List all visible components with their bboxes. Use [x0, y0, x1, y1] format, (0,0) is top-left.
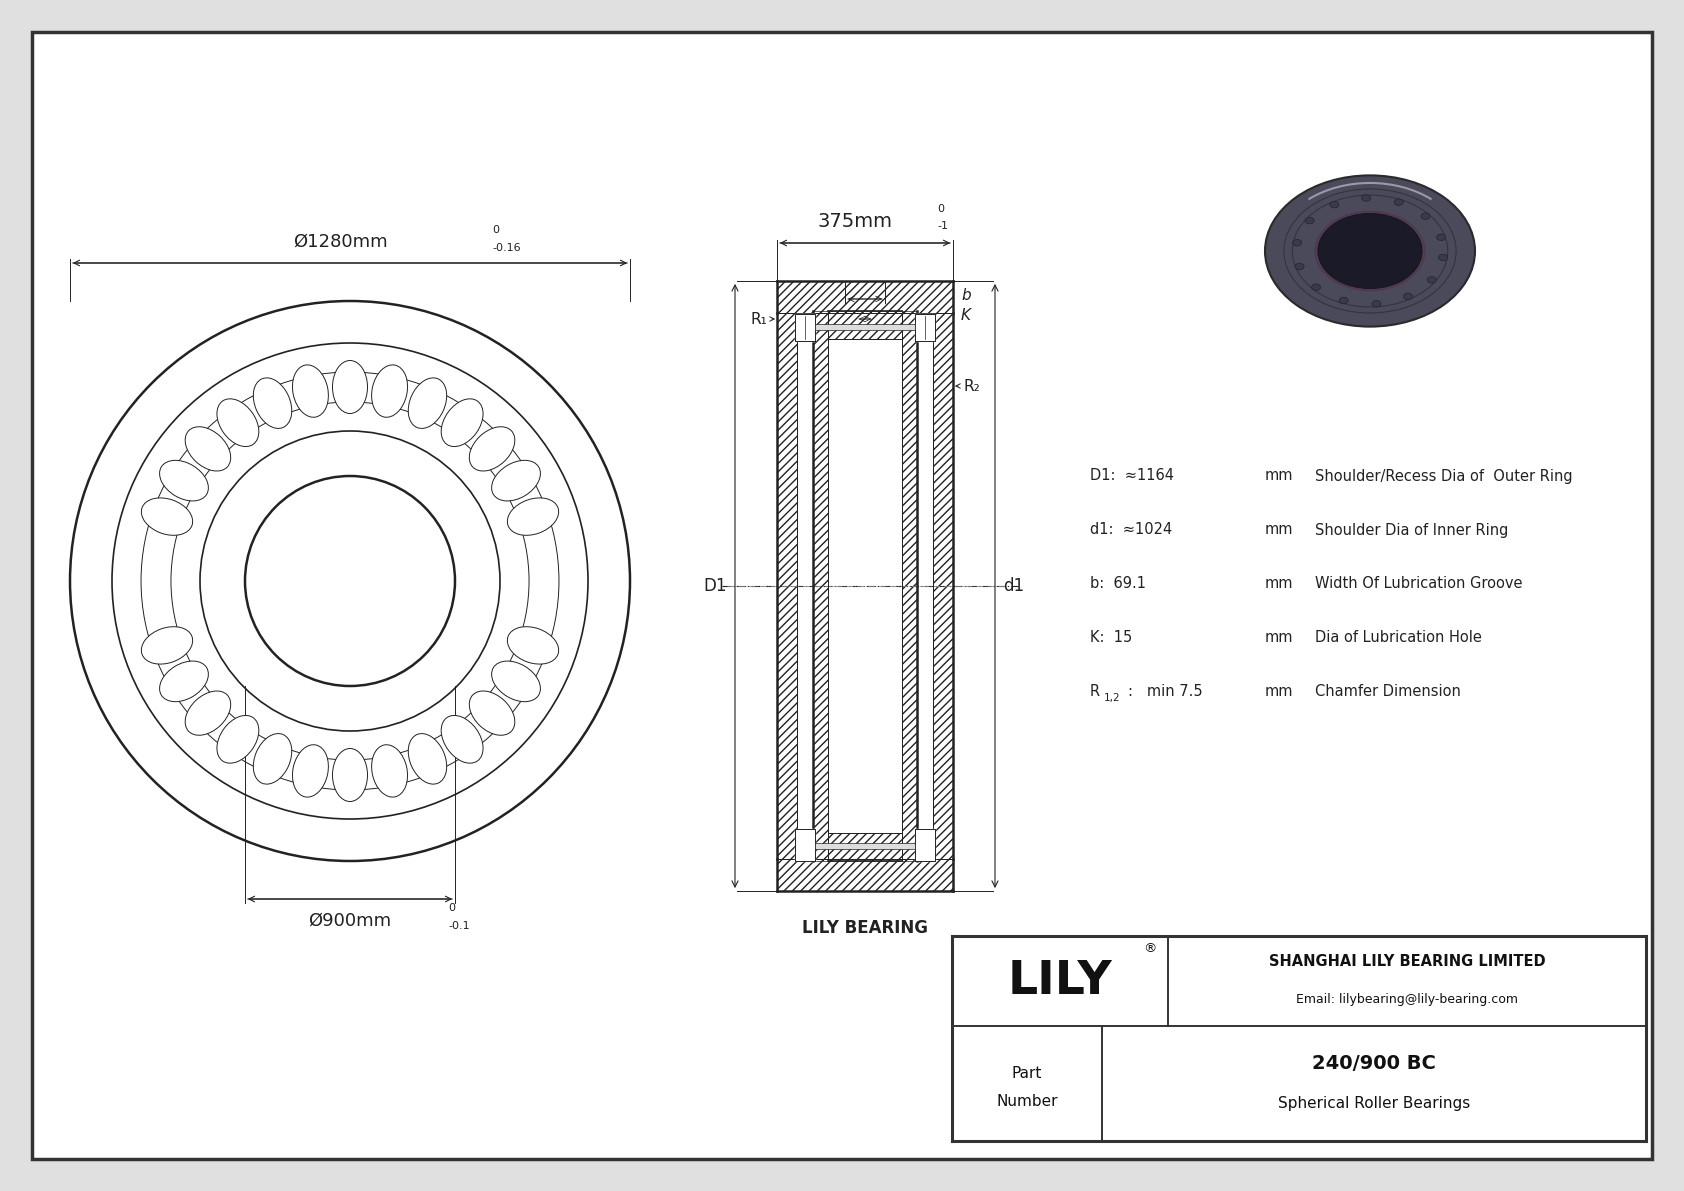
Ellipse shape: [1438, 254, 1448, 261]
Ellipse shape: [332, 361, 367, 413]
Ellipse shape: [1305, 217, 1314, 224]
Bar: [776, 281, 953, 313]
Ellipse shape: [1319, 213, 1421, 288]
Ellipse shape: [1372, 300, 1381, 307]
Bar: [829, 833, 903, 861]
Bar: [813, 311, 829, 861]
Ellipse shape: [372, 744, 408, 797]
Text: Shoulder/Recess Dia of  Outer Ring: Shoulder/Recess Dia of Outer Ring: [1315, 468, 1573, 484]
Text: mm: mm: [1265, 685, 1293, 699]
Text: SHANGHAI LILY BEARING LIMITED: SHANGHAI LILY BEARING LIMITED: [1268, 954, 1546, 968]
Polygon shape: [815, 324, 914, 330]
Ellipse shape: [141, 626, 192, 665]
Text: D1:  ≈1164: D1: ≈1164: [1090, 468, 1174, 484]
Ellipse shape: [293, 364, 328, 417]
Ellipse shape: [141, 498, 192, 535]
Text: mm: mm: [1265, 523, 1293, 537]
Ellipse shape: [1362, 195, 1371, 201]
Bar: [903, 311, 918, 861]
Text: 0: 0: [492, 225, 498, 235]
Text: mm: mm: [1265, 468, 1293, 484]
Text: K:  15: K: 15: [1090, 630, 1132, 646]
Ellipse shape: [507, 626, 559, 665]
Text: R₂: R₂: [963, 379, 980, 393]
Polygon shape: [914, 314, 935, 341]
Ellipse shape: [332, 748, 367, 802]
Text: D1: D1: [704, 576, 727, 596]
Bar: [776, 313, 797, 859]
Ellipse shape: [160, 661, 209, 701]
Text: Shoulder Dia of Inner Ring: Shoulder Dia of Inner Ring: [1315, 523, 1509, 537]
Text: b:  69.1: b: 69.1: [1090, 576, 1147, 592]
Text: 1,2: 1,2: [1103, 692, 1120, 703]
Ellipse shape: [1428, 276, 1436, 283]
Text: Email: lilybearing@lily-bearing.com: Email: lilybearing@lily-bearing.com: [1297, 992, 1517, 1005]
Polygon shape: [914, 829, 935, 861]
Text: 0: 0: [936, 204, 945, 214]
Ellipse shape: [1394, 199, 1403, 205]
Text: 375mm: 375mm: [817, 212, 893, 231]
Ellipse shape: [492, 461, 541, 501]
Ellipse shape: [372, 364, 408, 417]
Ellipse shape: [1421, 213, 1430, 219]
Text: ®: ®: [1143, 942, 1157, 955]
Text: :   min 7.5: : min 7.5: [1128, 685, 1202, 699]
Polygon shape: [795, 829, 815, 861]
Bar: [829, 311, 903, 339]
Polygon shape: [815, 843, 914, 849]
Text: mm: mm: [1265, 630, 1293, 646]
Text: -0.16: -0.16: [492, 243, 520, 252]
Text: mm: mm: [1265, 576, 1293, 592]
Ellipse shape: [217, 399, 259, 447]
Ellipse shape: [441, 399, 483, 447]
Ellipse shape: [293, 744, 328, 797]
Text: Dia of Lubrication Hole: Dia of Lubrication Hole: [1315, 630, 1482, 646]
Text: Number: Number: [997, 1095, 1058, 1109]
Ellipse shape: [441, 716, 483, 763]
Ellipse shape: [1265, 175, 1475, 326]
Text: 0: 0: [448, 903, 455, 913]
Text: -0.1: -0.1: [448, 921, 470, 931]
Ellipse shape: [253, 734, 291, 784]
Text: d1: d1: [1004, 576, 1024, 596]
Text: R₁: R₁: [751, 312, 766, 326]
Text: Part: Part: [1012, 1066, 1042, 1081]
Text: Chamfer Dimension: Chamfer Dimension: [1315, 685, 1462, 699]
Text: Ø900mm: Ø900mm: [308, 912, 392, 930]
Ellipse shape: [492, 661, 541, 701]
Bar: [933, 313, 953, 859]
Text: d1:  ≈1024: d1: ≈1024: [1090, 523, 1172, 537]
Ellipse shape: [1436, 233, 1445, 241]
Ellipse shape: [408, 378, 446, 429]
Ellipse shape: [470, 691, 515, 735]
Ellipse shape: [253, 378, 291, 429]
Ellipse shape: [1295, 263, 1303, 269]
Text: Width Of Lubrication Groove: Width Of Lubrication Groove: [1315, 576, 1522, 592]
Text: b: b: [962, 287, 970, 303]
Ellipse shape: [1339, 298, 1349, 304]
Text: LILY BEARING: LILY BEARING: [802, 919, 928, 937]
Ellipse shape: [1403, 293, 1413, 300]
Ellipse shape: [160, 461, 209, 501]
Ellipse shape: [185, 426, 231, 470]
Ellipse shape: [217, 716, 259, 763]
Ellipse shape: [470, 426, 515, 470]
Text: LILY: LILY: [1007, 959, 1113, 1004]
Ellipse shape: [408, 734, 446, 784]
Ellipse shape: [1312, 283, 1320, 291]
Ellipse shape: [1293, 239, 1302, 247]
Ellipse shape: [1327, 225, 1448, 313]
Ellipse shape: [507, 498, 559, 535]
Text: -1: -1: [936, 222, 948, 231]
Text: Spherical Roller Bearings: Spherical Roller Bearings: [1278, 1096, 1470, 1111]
Text: R: R: [1090, 685, 1100, 699]
Text: Ø1280mm: Ø1280mm: [293, 233, 387, 251]
Text: 240/900 BC: 240/900 BC: [1312, 1054, 1436, 1073]
Polygon shape: [795, 314, 815, 341]
Ellipse shape: [185, 691, 231, 735]
Ellipse shape: [1330, 201, 1339, 208]
Text: K: K: [962, 308, 972, 324]
Bar: [776, 859, 953, 891]
